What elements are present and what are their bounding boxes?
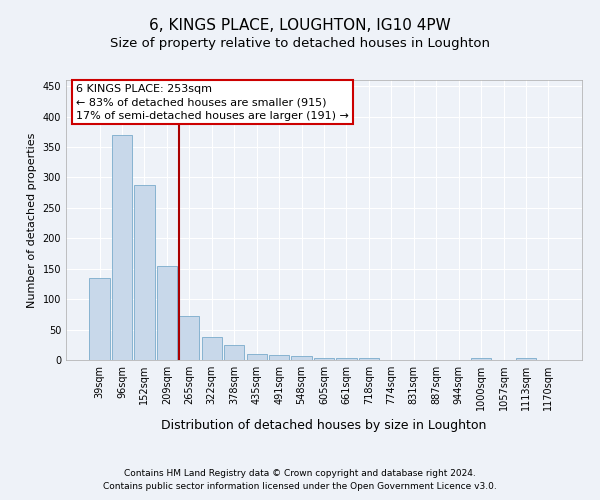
Bar (134, 184, 155, 360)
X-axis label: Distribution of detached houses by size in Loughton: Distribution of detached houses by size … (161, 418, 487, 432)
Y-axis label: Number of detached properties: Number of detached properties (27, 132, 37, 308)
Bar (157, 266, 177, 360)
Bar (292, 356, 311, 360)
Bar (179, 316, 199, 360)
Bar (314, 358, 334, 360)
Bar (202, 338, 222, 360)
Text: Size of property relative to detached houses in Loughton: Size of property relative to detached ho… (110, 38, 490, 51)
Text: Contains public sector information licensed under the Open Government Licence v3: Contains public sector information licen… (103, 482, 497, 491)
Text: 6 KINGS PLACE: 253sqm
← 83% of detached houses are smaller (915)
17% of semi-det: 6 KINGS PLACE: 253sqm ← 83% of detached … (76, 84, 349, 120)
Bar (247, 354, 267, 360)
Bar (337, 358, 356, 360)
Bar (224, 345, 244, 360)
Bar (89, 278, 110, 360)
Bar (471, 358, 491, 360)
Text: Contains HM Land Registry data © Crown copyright and database right 2024.: Contains HM Land Registry data © Crown c… (124, 468, 476, 477)
Bar (269, 355, 289, 360)
Bar (112, 135, 132, 360)
Bar (359, 358, 379, 360)
Bar (516, 358, 536, 360)
Text: 6, KINGS PLACE, LOUGHTON, IG10 4PW: 6, KINGS PLACE, LOUGHTON, IG10 4PW (149, 18, 451, 32)
